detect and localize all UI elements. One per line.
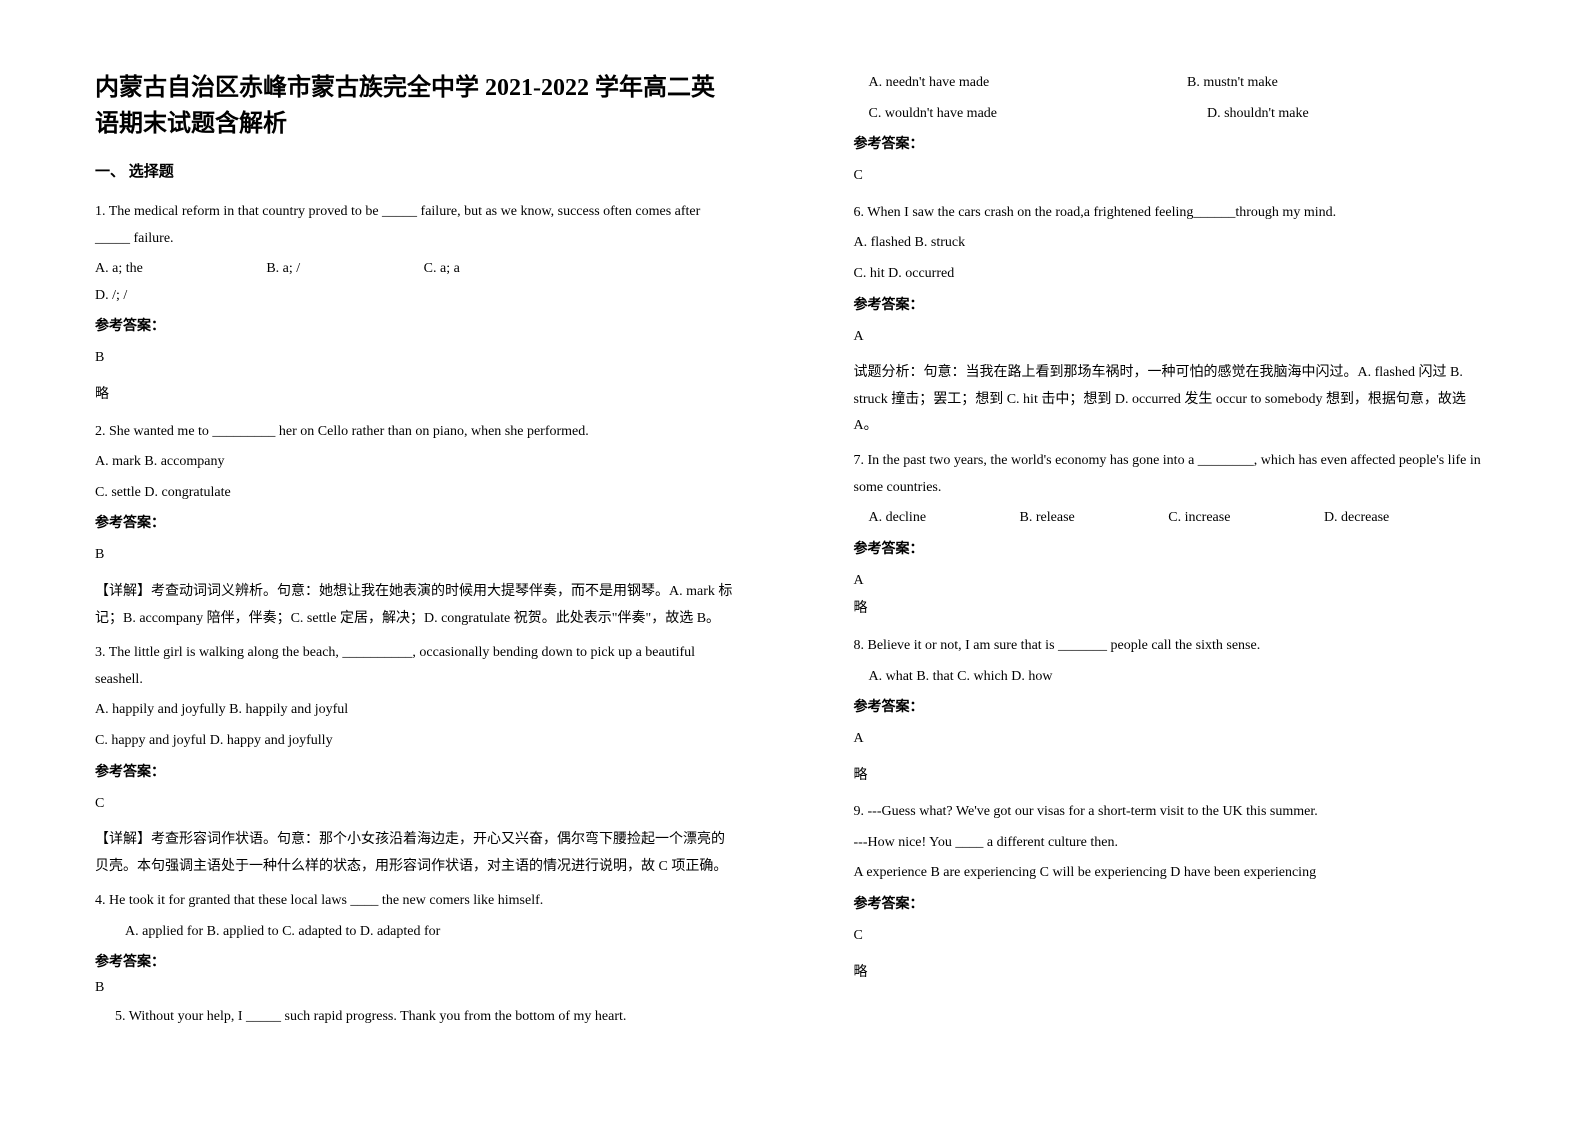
q7-note: 略 (854, 596, 1493, 623)
q5-answer-label: 参考答案： (854, 133, 1493, 153)
q6-line2: A. flashed B. struck (854, 230, 1493, 257)
q4-opts: A. applied for B. applied to C. adapted … (95, 919, 734, 946)
q3-line3: C. happy and joyful D. happy and joyfull… (95, 728, 734, 755)
q5-optB: B. mustn't make (1187, 75, 1278, 90)
q3-answer: C (95, 791, 734, 818)
q6-stem: 6. When I saw the cars crash on the road… (854, 200, 1493, 227)
q7-optC: C. increase (1168, 505, 1230, 532)
q7-optB: B. release (1020, 505, 1075, 532)
q6-answer: A (854, 324, 1493, 351)
q1-answer: B (95, 345, 734, 372)
q8-note: 略 (854, 763, 1493, 790)
q9-answer: C (854, 923, 1493, 950)
q1-optC: C. a; a (424, 256, 460, 283)
q5-options-row2: C. wouldn't have made D. shouldn't make (854, 101, 1493, 128)
q1-optD: D. /; / (95, 283, 127, 310)
q5-optC: C. wouldn't have made (854, 101, 1204, 128)
q1-note: 略 (95, 382, 734, 409)
q3-explain: 【详解】考查形容词作状语。句意：那个小女孩沿着海边走，开心又兴奋，偶尔弯下腰捡起… (95, 827, 734, 880)
q1-answer-label: 参考答案： (95, 315, 734, 335)
q2-answer-label: 参考答案： (95, 512, 734, 532)
q9-note: 略 (854, 960, 1493, 987)
q1-optA: A. a; the (95, 256, 143, 283)
q7-optA: A. decline (869, 505, 927, 532)
q4-answer: B (95, 975, 734, 1002)
q1-stem: 1. The medical reform in that country pr… (95, 199, 734, 252)
q3-stem: 3. The little girl is walking along the … (95, 640, 734, 693)
q9-stem: 9. ---Guess what? We've got our visas fo… (854, 799, 1493, 826)
q7-answer-label: 参考答案： (854, 538, 1493, 558)
q5-options-row1: A. needn't have made B. mustn't make (854, 70, 1493, 97)
q4-stem: 4. He took it for granted that these loc… (95, 888, 734, 915)
q9-answer-label: 参考答案： (854, 893, 1493, 913)
q8-stem: 8. Believe it or not, I am sure that is … (854, 633, 1493, 660)
q5-optA: A. needn't have made (854, 70, 1184, 97)
q5-stem: 5. Without your help, I _____ such rapid… (95, 1004, 734, 1031)
q9-opts: A experience B are experiencing C will b… (854, 860, 1493, 887)
q2-explain: 【详解】考查动词词义辨析。句意：她想让我在她表演的时候用大提琴伴奏，而不是用钢琴… (95, 579, 734, 632)
q5-optD: D. shouldn't make (1207, 106, 1309, 121)
right-column: A. needn't have made B. mustn't make C. … (794, 0, 1587, 1122)
q5-answer: C (854, 163, 1493, 190)
q7-answer: A (854, 568, 1493, 595)
q7-optD: D. decrease (1324, 505, 1389, 532)
section-header: 一、 选择题 (95, 160, 734, 181)
q8-opts: A. what B. that C. which D. how (854, 664, 1493, 691)
q6-line3: C. hit D. occurred (854, 261, 1493, 288)
q1-optB: B. a; / (266, 256, 300, 283)
q9-line2: ---How nice! You ____ a different cultur… (854, 830, 1493, 857)
q6-explain: 试题分析：句意：当我在路上看到那场车祸时，一种可怕的感觉在我脑海中闪过。A. f… (854, 360, 1493, 440)
page-container: 内蒙古自治区赤峰市蒙古族完全中学 2021-2022 学年高二英语期末试题含解析… (0, 0, 1587, 1122)
q1-options: A. a; the B. a; / C. a; a D. /; / (95, 256, 734, 309)
left-column: 内蒙古自治区赤峰市蒙古族完全中学 2021-2022 学年高二英语期末试题含解析… (0, 0, 794, 1122)
q3-line2: A. happily and joyfully B. happily and j… (95, 697, 734, 724)
q6-answer-label: 参考答案： (854, 294, 1493, 314)
q2-line3: C. settle D. congratulate (95, 480, 734, 507)
q2-stem: 2. She wanted me to _________ her on Cel… (95, 419, 734, 446)
document-title: 内蒙古自治区赤峰市蒙古族完全中学 2021-2022 学年高二英语期末试题含解析 (95, 70, 734, 142)
q4-answer-label: 参考答案： (95, 951, 734, 971)
q7-stem: 7. In the past two years, the world's ec… (854, 448, 1493, 501)
q2-answer: B (95, 542, 734, 569)
q2-line2: A. mark B. accompany (95, 449, 734, 476)
q8-answer: A (854, 726, 1493, 753)
q3-answer-label: 参考答案： (95, 761, 734, 781)
q8-answer-label: 参考答案： (854, 696, 1493, 716)
q7-options: A. decline B. release C. increase D. dec… (854, 505, 1493, 532)
